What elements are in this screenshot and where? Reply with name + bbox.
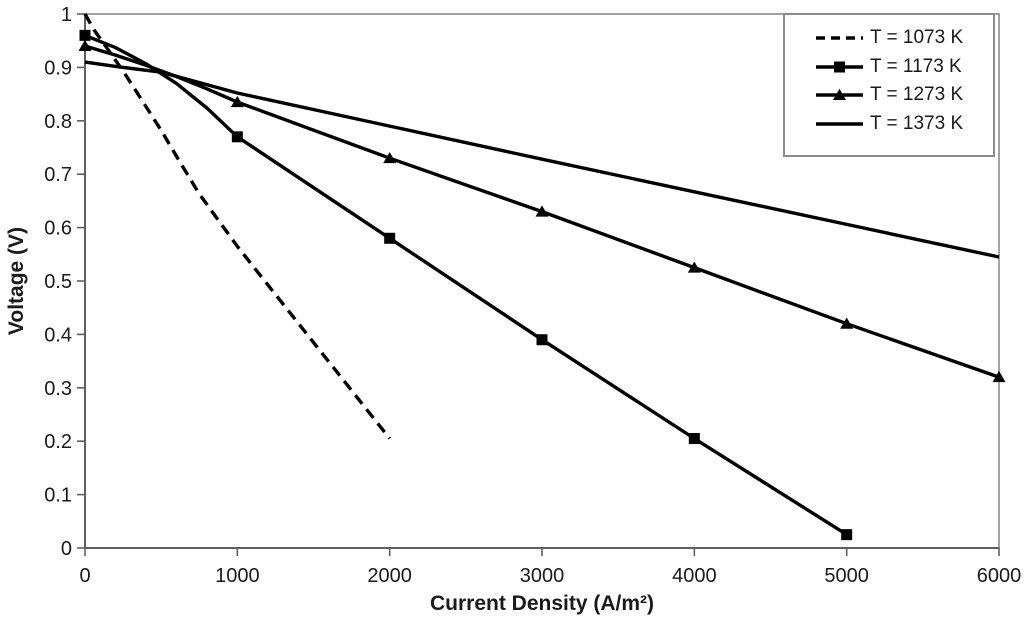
triangle-marker <box>535 205 549 217</box>
triangle-marker <box>840 317 854 329</box>
legend-item-1073: T = 1073 K <box>785 24 993 53</box>
triangle-marker <box>992 370 1006 383</box>
y-tick-label: 0.3 <box>44 378 72 400</box>
y-tick-label: 1 <box>61 4 72 26</box>
legend-item-1273: T = 1273 K <box>785 81 993 110</box>
series-line-1173 <box>84 33 848 537</box>
series-line-1073 <box>83 13 392 440</box>
y-tick-label: 0.8 <box>44 111 72 133</box>
y-tick-label: 0.5 <box>44 271 72 293</box>
x-tick-label: 3000 <box>520 565 565 587</box>
x-tick-label: 6000 <box>977 565 1022 587</box>
square-marker <box>688 433 700 445</box>
x-axis-title: Current Density (A/m²) <box>429 592 655 615</box>
y-tick-label: 0.9 <box>44 57 72 79</box>
legend-item-1373: T = 1373 K <box>785 110 993 139</box>
series-1073 <box>83 13 392 440</box>
dashed-line-icon <box>816 36 863 40</box>
y-tick-label: 0.1 <box>44 485 72 507</box>
legend: T = 1073 K T = 1173 K T = 1273 K T = 1373 K <box>783 13 995 157</box>
x-axis: 0 1000 2000 3000 4000 5000 6000 <box>79 548 1021 587</box>
y-axis-title: Voltage (V) <box>5 226 28 336</box>
solid-line-icon <box>816 122 863 126</box>
triangle-marker <box>687 261 701 273</box>
x-tick-label: 0 <box>79 565 90 587</box>
triangle-marker <box>383 151 397 164</box>
triangle-marker <box>230 95 244 108</box>
legend-item-1173: T = 1173 K <box>785 53 993 82</box>
series-1373 <box>84 60 1000 259</box>
square-marker <box>79 29 91 41</box>
legend-label: T = 1273 K <box>870 84 964 106</box>
series-1173 <box>79 29 853 541</box>
x-tick-label: 5000 <box>824 565 869 587</box>
square-marker <box>231 131 243 143</box>
legend-label: T = 1373 K <box>870 112 964 134</box>
y-tick-label: 0 <box>61 538 72 560</box>
y-tick-label: 0.6 <box>44 218 72 240</box>
square-marker <box>384 232 396 244</box>
triangle-marker <box>833 89 846 101</box>
triangle-marker <box>78 39 92 52</box>
y-axis: 0 0.1 0.2 0.3 0.4 0.5 0.6 0.7 0.8 0.9 1 <box>44 4 85 560</box>
square-marker <box>536 334 548 346</box>
series-line-1373 <box>84 60 1000 259</box>
y-tick-label: 0.7 <box>44 164 72 186</box>
triangle-line-icon <box>816 89 863 101</box>
legend-label: T = 1073 K <box>870 27 964 49</box>
series-1273 <box>78 39 1006 383</box>
legend-label: T = 1173 K <box>870 55 962 77</box>
x-tick-label: 2000 <box>367 565 412 587</box>
square-line-icon <box>816 61 863 73</box>
x-tick-label: 1000 <box>215 565 260 587</box>
x-tick-label: 4000 <box>672 565 717 587</box>
y-tick-label: 0.4 <box>44 324 72 346</box>
square-marker <box>841 529 853 541</box>
square-marker <box>834 61 845 73</box>
y-tick-label: 0.2 <box>44 431 72 453</box>
